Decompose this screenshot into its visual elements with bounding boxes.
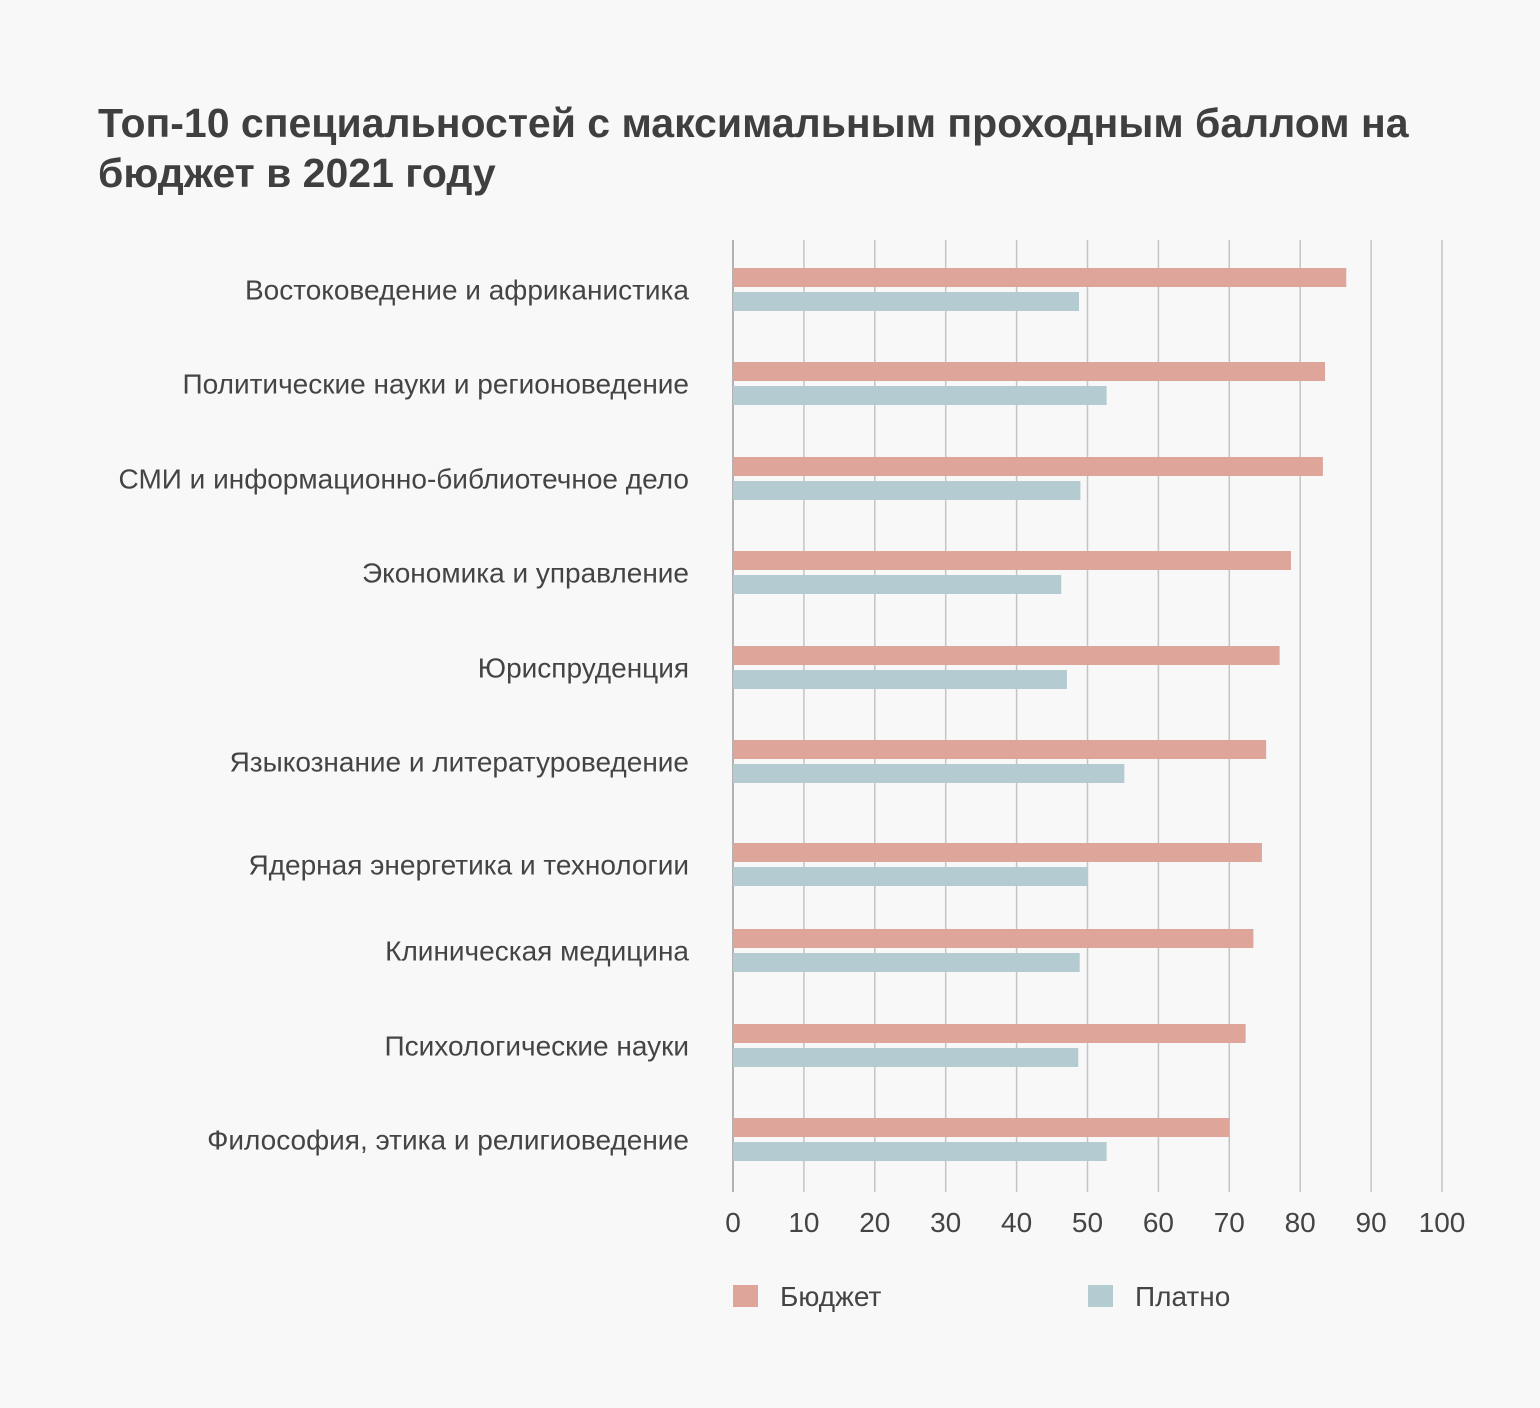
x-tick-label: 40 — [1001, 1207, 1032, 1238]
category-label: Ядерная энергетика и технологии — [248, 850, 689, 881]
bar-budget — [733, 457, 1323, 476]
bar-paid — [733, 575, 1062, 594]
category-label: Политические науки и регионоведение — [183, 369, 689, 400]
legend-swatch — [733, 1285, 758, 1307]
x-tick-label: 60 — [1143, 1207, 1174, 1238]
x-tick-label: 80 — [1285, 1207, 1316, 1238]
x-tick-label: 70 — [1214, 1207, 1245, 1238]
legend: Бюджет Платно — [733, 1281, 1230, 1312]
legend-swatch — [1088, 1285, 1113, 1307]
legend-label: Бюджет — [780, 1281, 881, 1312]
bar-budget — [733, 551, 1291, 570]
x-axis-ticks: 0 10 20 30 40 50 60 70 80 90 100 — [725, 1207, 1465, 1238]
bar-budget — [733, 362, 1326, 381]
x-tick-label: 30 — [930, 1207, 961, 1238]
x-tick-label: 100 — [1419, 1207, 1466, 1238]
x-tick-label: 90 — [1356, 1207, 1387, 1238]
category-label: Психологические науки — [385, 1031, 690, 1062]
bar-budget — [733, 1024, 1246, 1043]
category-label: СМИ и информационно-библиотечное дело — [119, 464, 689, 495]
category-label: Юриспруденция — [478, 653, 689, 684]
bar-paid — [733, 953, 1080, 972]
legend-label: Платно — [1135, 1281, 1230, 1312]
bar-paid — [733, 1142, 1107, 1161]
category-label: Экономика и управление — [362, 558, 689, 589]
bar-paid — [733, 764, 1125, 783]
bar-paid — [733, 292, 1079, 311]
x-tick-label: 0 — [725, 1207, 741, 1238]
bar-paid — [733, 386, 1107, 405]
bars — [733, 268, 1347, 1161]
x-tick-label: 20 — [859, 1207, 890, 1238]
bar-paid — [733, 670, 1067, 689]
bar-budget — [733, 843, 1262, 862]
category-label: Философия, этика и религиоведение — [207, 1125, 689, 1156]
x-tick-label: 10 — [788, 1207, 819, 1238]
bar-budget — [733, 646, 1280, 665]
bar-budget — [733, 268, 1347, 287]
bar-budget — [733, 740, 1267, 759]
bar-budget — [733, 1118, 1230, 1137]
category-label: Востоковедение и африканистика — [245, 275, 689, 306]
category-labels: Востоковедение и африканистика Политическ… — [119, 275, 690, 1156]
category-label: Языкознание и литературоведение — [230, 747, 689, 778]
category-label: Клиническая медицина — [385, 936, 689, 967]
bar-paid — [733, 481, 1081, 500]
bar-paid — [733, 867, 1088, 886]
chart-title: Топ-10 специальностей с максимальным про… — [98, 100, 1409, 196]
bar-paid — [733, 1048, 1079, 1067]
x-tick-label: 50 — [1072, 1207, 1103, 1238]
bar-budget — [733, 929, 1254, 948]
